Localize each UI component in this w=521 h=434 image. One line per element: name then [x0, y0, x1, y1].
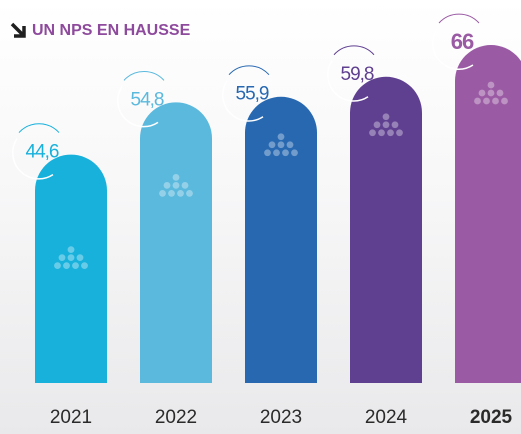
decor-dot [378, 129, 385, 136]
decor-dot [63, 262, 70, 269]
decor-dot [479, 90, 486, 97]
decor-dot [492, 98, 499, 105]
decor-dot [269, 141, 276, 148]
decor-dot [182, 182, 189, 189]
decor-dot [501, 98, 508, 105]
decor-dot [474, 98, 481, 105]
value-label: 54,8 [131, 89, 164, 110]
decor-dot [483, 98, 490, 105]
decor-dot [54, 262, 61, 269]
value-label: 66 [451, 29, 474, 54]
decor-dot [173, 174, 180, 181]
decor-dot [383, 113, 390, 120]
value-label: 59,8 [341, 64, 374, 85]
value-label: 55,9 [236, 84, 269, 105]
decor-dot [387, 129, 394, 136]
x-tick-label: 2023 [260, 407, 302, 428]
decor-dot [68, 254, 75, 261]
decor-dot [68, 246, 75, 253]
decor-dot [497, 90, 504, 97]
decor-dot [383, 121, 390, 128]
x-tick-label: 2021 [50, 407, 92, 428]
page: UN NPS EN HAUSSE 44,6 2021 54,8 2022 55,9 202… [0, 0, 521, 434]
decor-dot [186, 190, 193, 197]
decor-dot [396, 129, 403, 136]
bar [140, 102, 212, 383]
decor-dot [264, 149, 271, 156]
bar [35, 155, 107, 383]
x-tick-label: 2022 [155, 407, 197, 428]
x-tick-label: 2024 [365, 407, 408, 428]
value-label: 44,6 [26, 142, 59, 163]
chart: UN NPS EN HAUSSE 44,6 2021 54,8 2022 55,9 202… [0, 0, 521, 434]
decor-dot [59, 254, 66, 261]
chart-title: UN NPS EN HAUSSE [32, 22, 191, 39]
decor-dot [173, 182, 180, 189]
decor-dot [159, 190, 166, 197]
decor-dot [291, 149, 298, 156]
decor-dot [488, 82, 495, 89]
x-tick-label: 2025 [470, 407, 513, 428]
bar [455, 45, 521, 383]
decor-dot [177, 190, 184, 197]
decor-dot [278, 141, 285, 148]
decor-dot [488, 90, 495, 97]
decor-dot [282, 149, 289, 156]
decor-dot [168, 190, 175, 197]
decor-dot [164, 182, 171, 189]
decor-dot [77, 254, 84, 261]
decor-dot [81, 262, 88, 269]
decor-dot [287, 141, 294, 148]
decor-dot [392, 121, 399, 128]
decor-dot [374, 121, 381, 128]
decor-dot [72, 262, 79, 269]
decor-dot [278, 133, 285, 140]
decor-dot [273, 149, 280, 156]
decor-dot [369, 129, 376, 136]
